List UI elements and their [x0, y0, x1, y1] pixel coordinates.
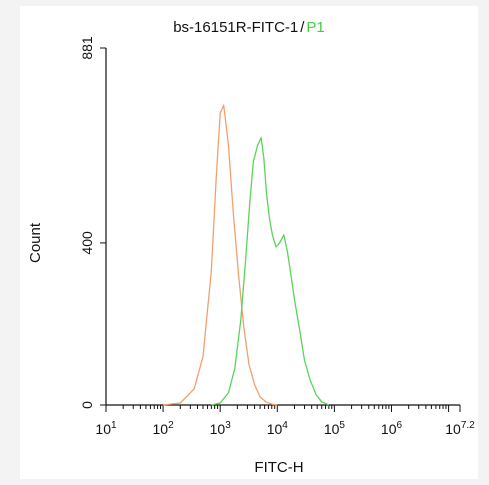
y-tick-label: 881: [79, 36, 95, 60]
x-tick-base: 10: [210, 421, 226, 437]
x-tick-exponent: 4: [282, 420, 288, 431]
x-tick-label: 103: [210, 420, 232, 437]
x-tick-exponent: 3: [225, 420, 231, 431]
x-tick-exponent: 2: [168, 420, 174, 431]
title-separator: /: [300, 19, 305, 36]
chart-title: bs-16151R-FITC-1/P1: [173, 19, 325, 36]
x-tick-label: 106: [381, 420, 403, 437]
x-tick-base: 10: [445, 421, 461, 437]
x-tick-base: 10: [381, 421, 397, 437]
y-tick-labels: 0 400 881: [79, 36, 95, 409]
x-tick-label: 104: [267, 420, 289, 437]
x-tick-exponent: 1: [111, 420, 117, 431]
axes: [100, 47, 461, 412]
x-tick-exponent: 7.2: [461, 420, 475, 431]
x-tick-base: 10: [267, 421, 283, 437]
x-tick-label: 101: [95, 420, 117, 437]
y-axis-label: Count: [27, 222, 44, 263]
histogram-series-1: [163, 104, 278, 406]
x-tick-labels: 101 102 103 104 105 106 107.2: [95, 420, 475, 437]
y-tick-label: 0: [79, 401, 95, 409]
title-gate: P1: [306, 19, 324, 36]
x-tick-label: 107.2: [445, 420, 475, 437]
x-axis-label: FITC-H: [254, 459, 303, 476]
x-tick-label: 105: [324, 420, 346, 437]
histogram-series-2: [211, 136, 330, 406]
x-tick-base: 10: [95, 421, 111, 437]
histogram-chart: bs-16151R-FITC-1/P1 101 102 103 104 105 106 10…: [27, 19, 475, 476]
plot-panel: bs-16151R-FITC-1/P1 101 102 103 104 105 106 10…: [20, 6, 478, 479]
x-tick-base: 10: [153, 421, 169, 437]
x-tick-base: 10: [324, 421, 340, 437]
x-tick-label: 102: [153, 420, 175, 437]
x-tick-exponent: 5: [339, 420, 345, 431]
series-group: [163, 104, 330, 406]
title-sample: bs-16151R-FITC-1: [173, 19, 298, 36]
x-tick-exponent: 6: [396, 420, 402, 431]
y-tick-label: 400: [79, 231, 95, 255]
